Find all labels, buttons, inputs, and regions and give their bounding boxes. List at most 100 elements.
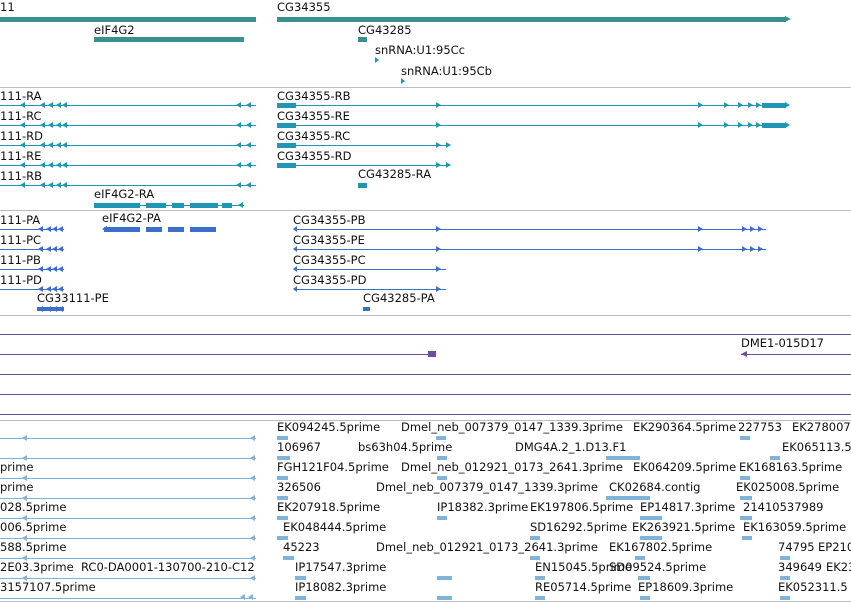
exon[interactable]: [146, 202, 166, 208]
est-feature[interactable]: [635, 556, 645, 560]
est-label[interactable]: IP17547.3prime: [295, 560, 387, 574]
protein-label[interactable]: CG43285-PA: [363, 291, 435, 305]
protein-label[interactable]: 111-PC: [0, 233, 42, 247]
est-feature[interactable]: [530, 536, 540, 540]
est-label[interactable]: EK197806.5prime: [530, 500, 634, 514]
exon[interactable]: [277, 142, 296, 148]
est-feature[interactable]: [436, 436, 446, 440]
est-label[interactable]: RE05714.5prime: [535, 580, 632, 594]
est-label[interactable]: SD16292.5prime: [530, 520, 628, 534]
est-label[interactable]: bs63h04.5prime: [358, 440, 453, 454]
insertion-feature[interactable]: [428, 351, 436, 357]
exon[interactable]: [762, 122, 786, 128]
protein-label[interactable]: CG34355-PD: [293, 273, 367, 287]
est-label[interactable]: EK065113.5: [782, 440, 851, 454]
exon[interactable]: [190, 226, 216, 232]
est-label[interactable]: EK278007: [792, 420, 851, 434]
est-feature[interactable]: [606, 496, 650, 500]
est-feature[interactable]: [740, 496, 752, 500]
protein-label[interactable]: 111-PD: [0, 273, 42, 287]
est-label[interactable]: EK290364.5prime: [633, 420, 737, 434]
est-label[interactable]: EK064209.5prime: [633, 460, 737, 474]
est-label[interactable]: Dmel_neb_012921_0173_2641.3prime: [376, 540, 598, 554]
est-label[interactable]: EK052311.5: [778, 580, 848, 594]
exon[interactable]: [146, 226, 162, 232]
exon[interactable]: [358, 182, 367, 188]
est-label[interactable]: Dmel_neb_007379_0147_1339.3prime: [401, 420, 623, 434]
protein-label[interactable]: 111-PB: [0, 253, 41, 267]
est-label[interactable]: EK207918.5prime: [277, 500, 381, 514]
est-feature[interactable]: [437, 596, 452, 600]
gene-label[interactable]: CG34355: [277, 0, 331, 14]
transcript-label[interactable]: 111-RC: [0, 109, 42, 123]
est-label[interactable]: 45223: [283, 540, 320, 554]
est-label[interactable]: 028.5prime: [0, 500, 67, 514]
protein-label[interactable]: 111-PA: [0, 213, 41, 227]
est-label[interactable]: EK048444.5prime: [283, 520, 387, 534]
est-label[interactable]: IP18082.3prime: [295, 580, 387, 594]
gene-label[interactable]: snRNA:U1:95Cb: [401, 64, 492, 78]
est-feature[interactable]: [770, 456, 780, 460]
est-label[interactable]: EP14817.3prime: [640, 500, 736, 514]
est-label[interactable]: prime: [0, 480, 34, 494]
est-feature[interactable]: [606, 456, 640, 460]
transcript-label[interactable]: 111-RD: [0, 129, 43, 143]
est-feature[interactable]: [295, 576, 306, 580]
est-feature[interactable]: [437, 476, 447, 480]
est-feature[interactable]: [530, 556, 540, 560]
gene-feature[interactable]: [0, 16, 256, 22]
est-label[interactable]: 588.5prime: [0, 540, 67, 554]
est-label[interactable]: EK094245.5prime: [277, 420, 381, 434]
transcript-label[interactable]: CG34355-RC: [277, 129, 351, 143]
est-label[interactable]: 21410537989: [743, 500, 824, 514]
transcript-label[interactable]: CG34355-RE: [277, 109, 350, 123]
est-feature[interactable]: [780, 556, 790, 560]
gene-feature[interactable]: [277, 16, 786, 22]
protein-label[interactable]: CG34355-PC: [293, 253, 366, 267]
est-feature[interactable]: [640, 516, 662, 520]
est-label[interactable]: RC0-DA0001-130700-210-C12: [81, 560, 255, 574]
est-label[interactable]: 3157107.5prime: [0, 580, 96, 594]
est-feature[interactable]: [277, 536, 288, 540]
est-feature[interactable]: [283, 556, 294, 560]
est-label[interactable]: IP18382.3prime: [437, 500, 529, 514]
exon[interactable]: [277, 122, 296, 128]
est-label[interactable]: 349649: [778, 560, 822, 574]
est-label[interactable]: Dmel_neb_012921_0173_2641.3prime: [401, 460, 623, 474]
transcript-label[interactable]: 111-RE: [0, 149, 42, 163]
transcript-label[interactable]: CG43285-RA: [358, 167, 432, 181]
est-feature[interactable]: [780, 576, 790, 580]
est-feature[interactable]: [780, 596, 790, 600]
gene-label[interactable]: 11: [0, 0, 15, 14]
transcript-label[interactable]: 111-RB: [0, 169, 42, 183]
exon[interactable]: [168, 226, 184, 232]
est-feature[interactable]: [295, 596, 306, 600]
est-label[interactable]: 74795: [778, 540, 815, 554]
est-label[interactable]: EK025008.5prime: [736, 480, 840, 494]
exon[interactable]: [277, 102, 296, 108]
est-label[interactable]: EK168163.5prime: [739, 460, 843, 474]
est-feature[interactable]: [437, 516, 447, 520]
est-feature[interactable]: [740, 436, 750, 440]
est-feature[interactable]: [640, 596, 650, 600]
gene-label[interactable]: CG43285: [358, 23, 412, 37]
exon[interactable]: [172, 202, 184, 208]
exon[interactable]: [277, 162, 296, 168]
est-label[interactable]: EP210: [818, 540, 851, 554]
transcript-label[interactable]: eIF4G2-RA: [94, 187, 155, 201]
est-feature[interactable]: [277, 436, 288, 440]
est-feature[interactable]: [437, 576, 452, 580]
est-label[interactable]: 2E03.3prime: [0, 560, 74, 574]
est-label[interactable]: EK263921.5prime: [632, 520, 736, 534]
est-label[interactable]: EK167802.5prime: [609, 540, 713, 554]
est-label[interactable]: 106967: [277, 440, 321, 454]
est-label[interactable]: EK163059.5prime: [743, 520, 847, 534]
est-feature[interactable]: [640, 536, 662, 540]
exon[interactable]: [94, 202, 140, 208]
gene-feature[interactable]: [358, 36, 367, 42]
protein-label[interactable]: eIF4G2-PA: [102, 211, 161, 225]
exon[interactable]: [104, 226, 140, 232]
est-label[interactable]: 326506: [277, 480, 321, 494]
est-feature[interactable]: [277, 496, 288, 500]
transcript-label[interactable]: 111-RA: [0, 89, 42, 103]
